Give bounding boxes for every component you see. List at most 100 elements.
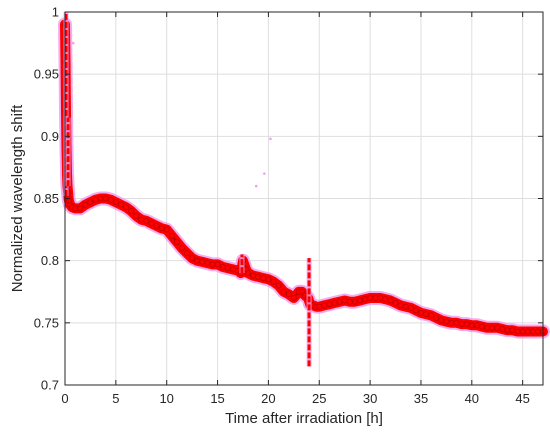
data-point [402, 303, 409, 310]
data-point [77, 205, 84, 212]
data-point [255, 273, 262, 280]
data-point [377, 295, 384, 301]
data-point [72, 205, 79, 212]
data-point [173, 239, 180, 245]
data-point [204, 260, 211, 267]
y-tick-label: 0.75 [34, 315, 59, 330]
data-point [199, 259, 206, 265]
x-tick-label: 45 [515, 391, 529, 406]
data-point [153, 222, 160, 229]
data-point [458, 321, 465, 327]
data-point [179, 245, 185, 252]
data-point [473, 322, 480, 329]
data-point [499, 326, 506, 332]
data-point [468, 322, 475, 329]
data-point [229, 266, 236, 273]
data-point [118, 201, 124, 208]
series-halo [58, 17, 550, 339]
data-point [509, 327, 516, 334]
data-point [397, 302, 404, 309]
data-point [97, 195, 104, 202]
data-point [418, 309, 424, 316]
data-point [87, 199, 94, 206]
data-point [407, 305, 414, 311]
data-point [265, 276, 272, 283]
data-point [463, 321, 470, 327]
y-tick-label: 0.95 [34, 67, 59, 82]
data-point [209, 261, 216, 268]
x-tick-label: 20 [261, 391, 275, 406]
data-point [112, 199, 119, 206]
data-point [331, 300, 338, 306]
data-point [189, 255, 196, 262]
data-point [316, 303, 323, 310]
x-tick-label: 25 [312, 391, 326, 406]
data-point [133, 213, 140, 219]
x-tick-label: 15 [210, 391, 224, 406]
data-point [494, 324, 501, 331]
data-point [158, 225, 165, 232]
x-axis-label: Time after irradiation [h] [225, 410, 383, 427]
data-point [82, 201, 89, 208]
x-tick-label: 30 [363, 391, 377, 406]
data-point [524, 328, 531, 335]
data-point [321, 302, 328, 309]
data-point [351, 298, 358, 305]
x-tick-labels: 0 5 10 15 20 25 30 35 40 45 [61, 391, 530, 406]
data-point [372, 295, 379, 301]
y-tick-labels: 0.7 0.75 0.8 0.85 0.9 0.95 1 [34, 5, 59, 393]
x-tick-label: 5 [112, 391, 119, 406]
data-point [245, 270, 251, 276]
data-point [529, 328, 536, 335]
y-tick-label: 0.9 [41, 129, 59, 144]
data-point [219, 263, 226, 270]
data-point [336, 298, 343, 305]
y-tick-label: 1 [52, 5, 59, 20]
data-point [148, 220, 155, 227]
data-point [194, 257, 201, 264]
data-point [275, 282, 282, 289]
x-tick-label: 40 [465, 391, 479, 406]
data-point [367, 295, 374, 301]
data-point [433, 314, 440, 321]
data-point [443, 318, 450, 325]
data-point [107, 196, 114, 203]
y-tick-label: 0.8 [41, 253, 59, 268]
data-point [285, 291, 292, 298]
data-point [535, 328, 541, 335]
data-point [423, 311, 429, 318]
data-point [280, 288, 287, 295]
data-point [392, 300, 399, 306]
outlier-point [71, 41, 75, 45]
data-point [519, 328, 526, 335]
y-axis-label: Normalized wavelength shift [9, 104, 26, 292]
data-series [58, 12, 550, 367]
x-tick-label: 10 [159, 391, 173, 406]
data-point [270, 278, 277, 285]
data-point [299, 288, 305, 295]
data-point [214, 261, 221, 268]
outlier-point [263, 172, 266, 175]
data-point [514, 328, 521, 335]
data-point [326, 301, 333, 308]
axis-ticks [64, 11, 543, 386]
data-point [168, 232, 175, 239]
data-point [448, 319, 455, 326]
data-point [341, 297, 348, 304]
x-tick-label: 35 [414, 391, 428, 406]
data-point [224, 265, 231, 272]
data-point [290, 295, 297, 301]
data-point [357, 297, 363, 304]
y-tick-label: 0.85 [34, 191, 59, 206]
data-point [382, 296, 389, 303]
x-tick-label: 0 [61, 391, 68, 406]
data-point [362, 296, 368, 303]
data-point [102, 195, 109, 202]
data-point [250, 272, 257, 279]
data-point [412, 307, 419, 314]
data-point [489, 324, 496, 331]
data-point [128, 208, 135, 214]
data-point [387, 297, 394, 304]
data-point [504, 327, 511, 334]
